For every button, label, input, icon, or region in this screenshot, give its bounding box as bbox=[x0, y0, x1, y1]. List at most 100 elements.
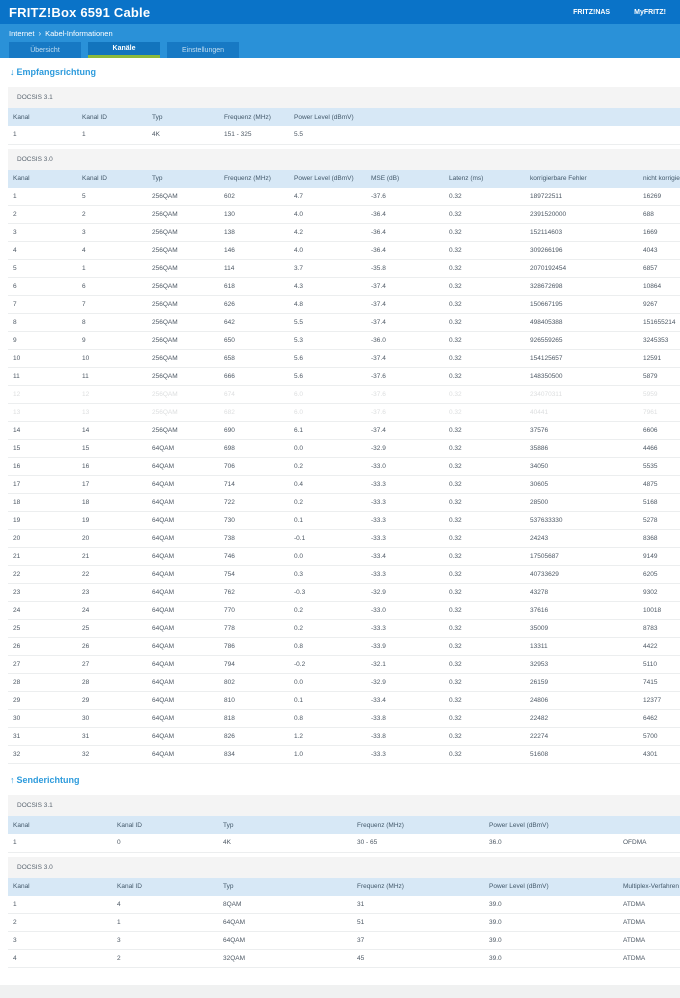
table-cell: 256QAM bbox=[147, 205, 219, 224]
table-cell: 64QAM bbox=[147, 601, 219, 620]
down-arrow-icon: ↓ bbox=[10, 67, 15, 77]
table-cell: -33.3 bbox=[366, 745, 444, 764]
sub-header: Internet › Kabel-Informationen Übersicht… bbox=[0, 24, 680, 58]
column-header: korrigierbare Fehler bbox=[530, 175, 587, 182]
upstream-docsis30-table: Kanal Kanal ID Typ Frequenz (MHz) Power Leve… bbox=[8, 877, 680, 968]
table-row: 26 26 64QAM 786 0.8 -33.9 0.32 13311 4422 bbox=[8, 637, 680, 656]
table-cell: 256QAM bbox=[147, 295, 219, 314]
up-arrow-icon: ↑ bbox=[10, 775, 15, 785]
header-row: Kanal Kanal ID Typ Frequenz (MHz) Power Leve… bbox=[8, 816, 680, 834]
table-cell: 256QAM bbox=[147, 277, 219, 296]
table-cell: -33.3 bbox=[366, 475, 444, 494]
table-cell: 64QAM bbox=[147, 655, 219, 674]
table-cell: 39.0 bbox=[484, 913, 618, 932]
table-cell: 32 bbox=[8, 745, 77, 764]
column-header: Kanal bbox=[13, 883, 30, 890]
table-cell: 24 bbox=[77, 601, 147, 620]
table-cell: 29 bbox=[8, 691, 77, 710]
fritznas-link[interactable]: FRITZ!NAS bbox=[573, 8, 611, 16]
table-cell: 12 bbox=[77, 385, 147, 404]
table-row: 5 1 256QAM 114 3.7 -35.8 0.32 2070192454 6857 bbox=[8, 259, 680, 278]
table-row: 1 5 256QAM 602 4.7 -37.6 0.32 189722511 16269 bbox=[8, 187, 680, 206]
table-cell: 4 bbox=[8, 241, 77, 260]
table-cell: 130 bbox=[219, 205, 289, 224]
downstream-docsis31-table: Kanal Kanal ID Typ Frequenz (MHz) Power Leve… bbox=[8, 108, 680, 145]
table-cell: 16 bbox=[77, 457, 147, 476]
table-cell: 15 bbox=[77, 439, 147, 458]
table-cell: 64QAM bbox=[147, 565, 219, 584]
downstream-section-title[interactable]: ↓ Empfangsrichtung bbox=[10, 67, 680, 77]
table-row: 1 0 4K 30 - 65 36.0 OFDMA bbox=[8, 834, 680, 853]
table-cell: 4.8 bbox=[289, 295, 366, 314]
table-cell: -37.4 bbox=[366, 313, 444, 332]
table-cell: 22274 bbox=[525, 727, 638, 746]
table-cell: 17505687 bbox=[525, 547, 638, 566]
table-cell: 8368 bbox=[638, 529, 680, 548]
table-cell: 4043 bbox=[638, 241, 680, 260]
table-cell: 14 bbox=[8, 421, 77, 440]
table-cell: 10 bbox=[8, 349, 77, 368]
table-cell: -33.3 bbox=[366, 619, 444, 638]
table-cell: 9267 bbox=[638, 295, 680, 314]
table-cell: 0.32 bbox=[444, 727, 525, 746]
table-cell: 0.32 bbox=[444, 709, 525, 728]
table-cell: 0.2 bbox=[289, 619, 366, 638]
table-cell: 18 bbox=[8, 493, 77, 512]
table-cell: 714 bbox=[219, 475, 289, 494]
table-cell: 3245353 bbox=[638, 331, 680, 350]
table-cell: 64QAM bbox=[147, 439, 219, 458]
upstream-docsis31-band: DOCSIS 3.1 bbox=[8, 795, 680, 816]
table-row: 7 7 256QAM 626 4.8 -37.4 0.32 150667195 9267 bbox=[8, 295, 680, 314]
table-cell: 114 bbox=[219, 259, 289, 278]
table-cell: 146 bbox=[219, 241, 289, 260]
table-row: 30 30 64QAM 818 0.8 -33.8 0.32 22482 6462 bbox=[8, 709, 680, 728]
table-cell: 4.0 bbox=[289, 241, 366, 260]
tab-bersicht[interactable]: Übersicht bbox=[9, 42, 81, 58]
table-cell: 17 bbox=[8, 475, 77, 494]
tab-kan-le[interactable]: Kanäle bbox=[88, 42, 160, 58]
table-cell: 64QAM bbox=[147, 457, 219, 476]
table-cell: 24 bbox=[8, 601, 77, 620]
table-cell: 802 bbox=[219, 673, 289, 692]
column-header: Typ bbox=[223, 821, 234, 829]
table-head: Kanal Kanal ID Typ Frequenz (MHz) Power Leve… bbox=[8, 877, 680, 896]
table-cell: 688 bbox=[638, 205, 680, 224]
table-cell: 31 bbox=[77, 727, 147, 746]
table-row: 14 14 256QAM 690 6.1 -37.4 0.32 37576 6606 bbox=[8, 421, 680, 440]
table-cell: 1.2 bbox=[289, 727, 366, 746]
column-header: Power Level (dBmV) bbox=[489, 821, 549, 829]
myfritz-link[interactable]: MyFRITZ! bbox=[634, 8, 666, 16]
table-cell: 682 bbox=[219, 403, 289, 422]
upstream-docsis31-label: DOCSIS 3.1 bbox=[17, 802, 53, 809]
table-row: 20 20 64QAM 738 -0.1 -33.3 0.32 24243 8368 bbox=[8, 529, 680, 548]
table-cell: 64QAM bbox=[147, 673, 219, 692]
table-cell: 0.32 bbox=[444, 655, 525, 674]
table-cell: 43278 bbox=[525, 583, 638, 602]
table-cell: 0.32 bbox=[444, 529, 525, 548]
table-cell: 3 bbox=[77, 223, 147, 242]
table-cell: 826 bbox=[219, 727, 289, 746]
column-header: Typ bbox=[223, 883, 234, 890]
table-cell: 4K bbox=[147, 126, 219, 145]
header-row: Kanal Kanal ID Typ Frequenz (MHz) Power Leve… bbox=[8, 877, 680, 896]
upstream-docsis31-table: Kanal Kanal ID Typ Frequenz (MHz) Power Leve… bbox=[8, 816, 680, 853]
table-cell: 4301 bbox=[638, 745, 680, 764]
table-cell: 64QAM bbox=[147, 709, 219, 728]
upstream-section-title[interactable]: ↑ Senderichtung bbox=[10, 775, 680, 785]
table-body: 1 0 4K 30 - 65 36.0 OFDMA bbox=[8, 834, 680, 853]
table-cell: 31 bbox=[352, 895, 484, 914]
table-cell: -36.4 bbox=[366, 205, 444, 224]
breadcrumb-internet[interactable]: Internet bbox=[9, 28, 35, 38]
tab-einstellungen[interactable]: Einstellungen bbox=[167, 42, 239, 58]
table-cell: 618 bbox=[219, 277, 289, 296]
table-cell: 26159 bbox=[525, 673, 638, 692]
table-row: 9 9 256QAM 650 5.3 -36.0 0.32 926559265 3245353 bbox=[8, 331, 680, 350]
table-cell: 0.32 bbox=[444, 331, 525, 350]
table-cell: 834 bbox=[219, 745, 289, 764]
table-cell: -33.3 bbox=[366, 493, 444, 512]
table-row: 18 18 64QAM 722 0.2 -33.3 0.32 28500 5168 bbox=[8, 493, 680, 512]
table-cell: 22 bbox=[8, 565, 77, 584]
table-cell: 5700 bbox=[638, 727, 680, 746]
table-cell: 0.32 bbox=[444, 457, 525, 476]
table-cell: 4875 bbox=[638, 475, 680, 494]
